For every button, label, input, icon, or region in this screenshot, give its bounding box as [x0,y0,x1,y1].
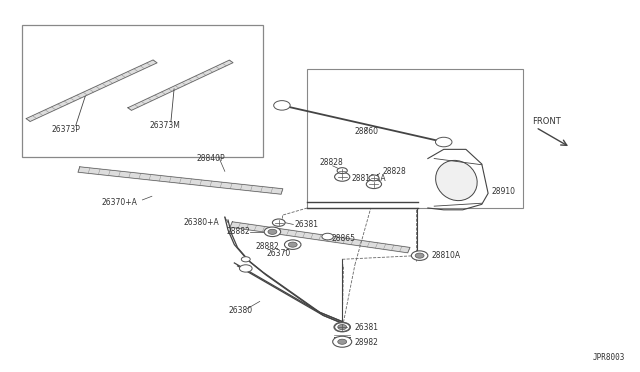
Circle shape [268,229,277,234]
Circle shape [337,168,348,174]
Circle shape [335,173,350,181]
Text: 26381: 26381 [355,323,379,331]
Text: 28982: 28982 [355,339,379,347]
Circle shape [435,137,452,147]
Bar [22,25,263,157]
Circle shape [335,323,350,331]
Text: 28828: 28828 [382,167,406,176]
Text: 28882: 28882 [227,227,250,236]
Circle shape [338,324,347,330]
Text: 26373M: 26373M [149,121,180,130]
Text: 28810AA: 28810AA [352,174,387,183]
Circle shape [338,339,347,344]
Text: 28882: 28882 [255,242,279,251]
Polygon shape [230,222,410,253]
Circle shape [322,233,333,240]
Text: 28910: 28910 [492,187,515,196]
Text: 28865: 28865 [332,234,355,243]
Circle shape [241,257,250,262]
Text: 26380: 26380 [228,306,252,315]
Polygon shape [128,60,233,110]
Circle shape [264,227,281,237]
Circle shape [239,265,252,272]
Text: 26381: 26381 [294,220,319,229]
Text: 28840P: 28840P [196,154,225,163]
Ellipse shape [436,160,477,201]
Circle shape [288,242,297,247]
Polygon shape [78,167,283,194]
Text: 26380+A: 26380+A [184,218,220,227]
Circle shape [412,251,428,260]
Text: 26370: 26370 [266,249,291,258]
Circle shape [334,322,351,332]
Circle shape [366,180,381,189]
Text: 28810A: 28810A [431,251,460,260]
Text: FRONT: FRONT [532,118,561,126]
Circle shape [369,175,379,181]
Text: 28860: 28860 [355,127,379,136]
Text: 28828: 28828 [320,158,344,167]
Polygon shape [26,60,157,122]
Bar [307,69,523,208]
Text: 26370+A: 26370+A [101,198,137,207]
Text: 26373P: 26373P [52,125,81,134]
Circle shape [415,253,424,258]
Circle shape [284,240,301,249]
Circle shape [273,219,285,226]
Text: JPR8003: JPR8003 [592,353,625,362]
Circle shape [274,100,290,110]
Circle shape [333,336,352,347]
